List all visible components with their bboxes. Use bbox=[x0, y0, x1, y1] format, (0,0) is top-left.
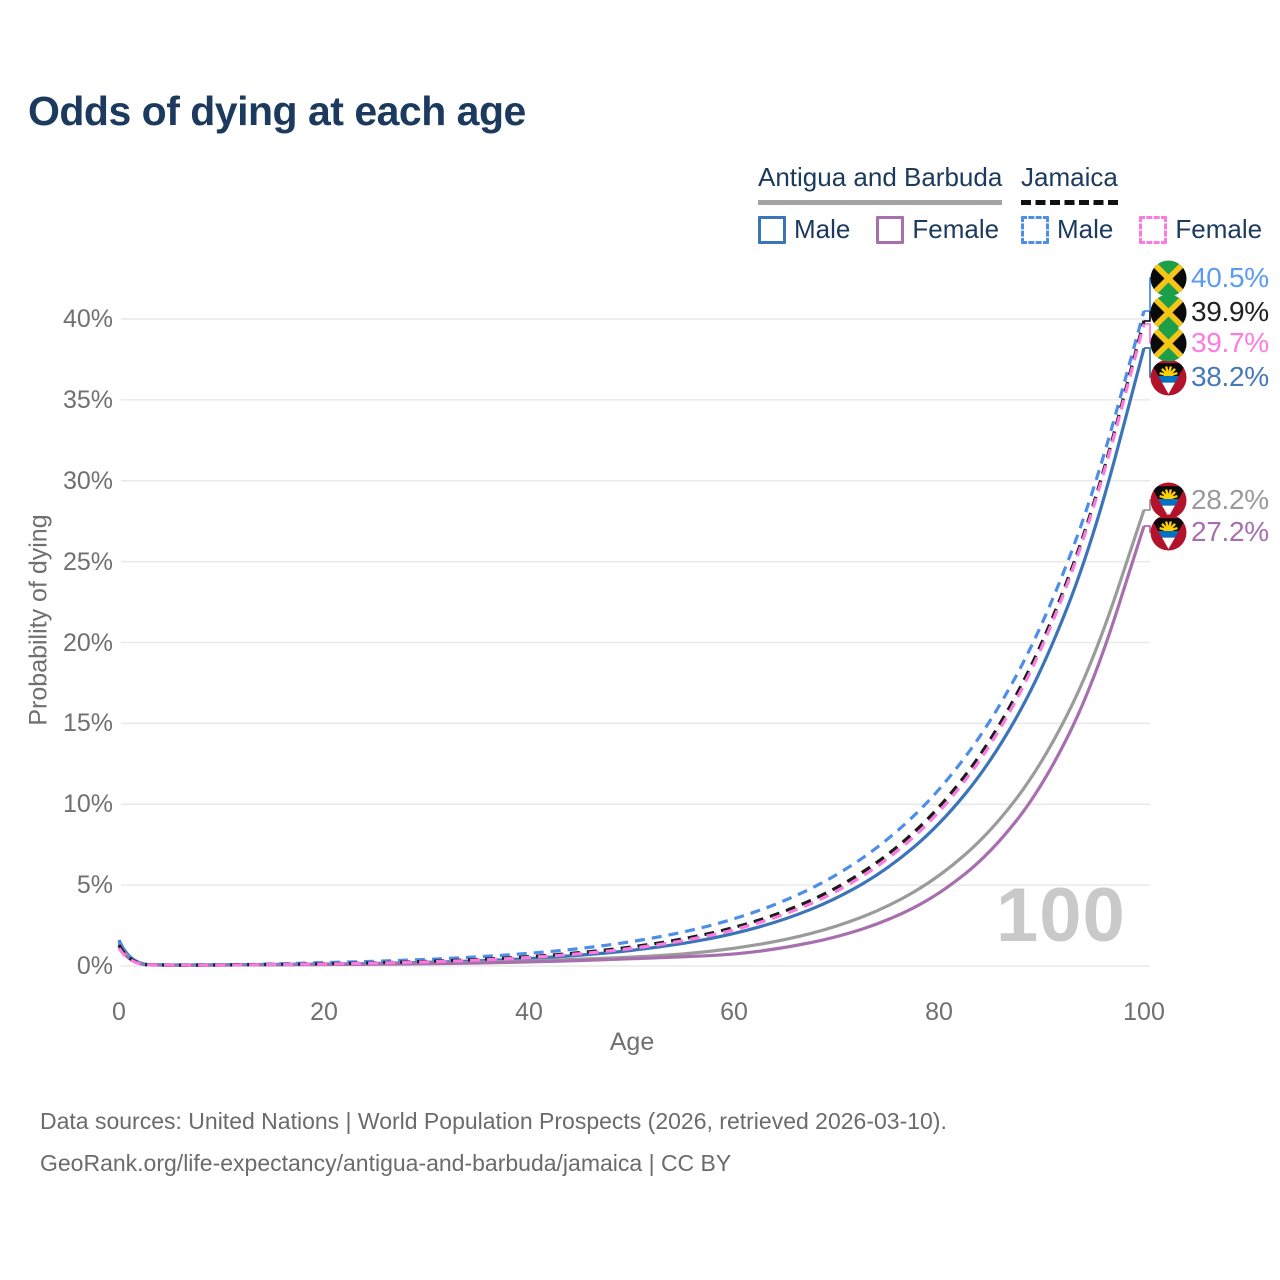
y-tick-label: 5% bbox=[76, 871, 113, 900]
jamaica-male-swatch-icon bbox=[1021, 215, 1049, 244]
age-watermark: 100 bbox=[996, 873, 1126, 958]
end-label-jamaica-male: 40.5% bbox=[1150, 260, 1269, 297]
antigua-female-swatch-icon bbox=[876, 215, 905, 244]
end-label-antigua-both: 28.2% bbox=[1150, 482, 1269, 519]
antigua-male-swatch-icon bbox=[758, 215, 786, 244]
end-label-value: 39.7% bbox=[1191, 327, 1269, 358]
legend-group-jamaica: Jamaica Male Female bbox=[1021, 162, 1262, 245]
legend-item-label: Female bbox=[912, 214, 1000, 244]
y-tick-label: 25% bbox=[62, 547, 113, 576]
x-tick-label: 0 bbox=[112, 998, 126, 1026]
series-line-antigua-female[interactable] bbox=[117, 525, 1146, 967]
series-line-jamaica-female[interactable] bbox=[117, 323, 1146, 967]
page-title: Odds of dying at each age bbox=[28, 88, 526, 134]
x-tick-label: 60 bbox=[720, 998, 748, 1026]
end-label-value: 40.5% bbox=[1191, 262, 1269, 293]
y-tick-label: 0% bbox=[76, 952, 113, 980]
y-tick-label: 15% bbox=[62, 709, 113, 738]
legend-item-label: Female bbox=[1175, 214, 1263, 244]
attribution-text: GeoRank.org/life-expectancy/antigua-and-… bbox=[40, 1150, 732, 1176]
legend-item-antigua-female[interactable]: Female bbox=[876, 214, 999, 245]
legend-country-jamaica: Jamaica bbox=[1021, 162, 1118, 205]
y-tick-label: 35% bbox=[62, 385, 113, 414]
jamaica-flag-icon bbox=[1150, 294, 1187, 330]
legend-item-antigua-male[interactable]: Male bbox=[758, 214, 850, 245]
end-label-value: 27.2% bbox=[1191, 516, 1269, 547]
legend-group-antigua: Antigua and Barbuda Male Female bbox=[758, 162, 1003, 245]
end-label-value: 38.2% bbox=[1191, 361, 1269, 392]
y-tick-label: 20% bbox=[62, 628, 113, 657]
x-tick-label: 20 bbox=[310, 998, 338, 1026]
x-tick-label: 40 bbox=[515, 998, 543, 1026]
x-tick-label: 80 bbox=[925, 998, 953, 1026]
data-source-text: Data sources: United Nations | World Pop… bbox=[40, 1108, 947, 1134]
jamaica-flag-icon bbox=[1150, 260, 1187, 296]
jamaica-female-swatch-icon bbox=[1139, 215, 1168, 244]
end-label-antigua-female: 27.2% bbox=[1150, 514, 1269, 551]
y-tick-label: 10% bbox=[62, 790, 113, 819]
end-label-jamaica-both: 39.9% bbox=[1150, 294, 1269, 331]
y-axis-title: Probability of dying bbox=[24, 514, 53, 726]
end-label-antigua-male: 38.2% bbox=[1150, 359, 1269, 396]
legend-item-label: Male bbox=[794, 214, 851, 244]
antigua-flag-icon bbox=[1150, 359, 1187, 395]
y-tick-label: 30% bbox=[62, 466, 113, 495]
legend-item-jamaica-female[interactable]: Female bbox=[1139, 214, 1262, 245]
antigua-flag-icon bbox=[1150, 482, 1187, 518]
end-label-value: 28.2% bbox=[1191, 484, 1269, 515]
end-label-value: 39.9% bbox=[1191, 296, 1269, 327]
x-axis-title: Age bbox=[609, 1028, 655, 1056]
end-label-jamaica-female: 39.7% bbox=[1150, 325, 1269, 362]
series-line-antigua-male[interactable] bbox=[117, 347, 1146, 967]
x-tick-label: 100 bbox=[1123, 998, 1165, 1026]
legend-item-jamaica-male[interactable]: Male bbox=[1021, 214, 1113, 245]
y-tick-label: 40% bbox=[62, 305, 113, 333]
jamaica-flag-icon bbox=[1150, 325, 1187, 361]
legend-item-label: Male bbox=[1057, 214, 1114, 244]
antigua-flag-icon bbox=[1150, 514, 1187, 550]
series-line-jamaica-male[interactable] bbox=[117, 310, 1146, 967]
legend-country-antigua: Antigua and Barbuda bbox=[758, 162, 1003, 205]
